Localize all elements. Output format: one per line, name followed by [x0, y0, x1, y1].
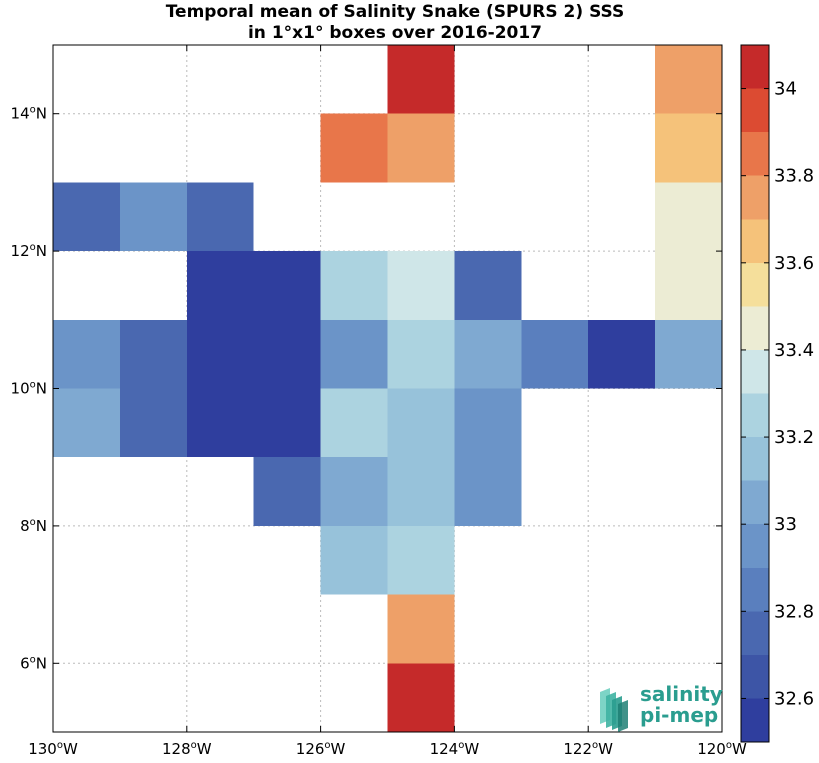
salinity-cell [387, 45, 455, 114]
colorbar-tick-label: 33.2 [774, 427, 814, 448]
colorbar-tick-label: 32.6 [774, 688, 814, 709]
salinity-cell [655, 182, 722, 252]
colorbar-swatch [741, 524, 769, 568]
logo-text-line-1: salinity [640, 682, 723, 706]
salinity-cell [387, 251, 455, 320]
salinity-cell [253, 251, 321, 320]
salinity-cell [53, 319, 120, 389]
salinity-cell [253, 388, 321, 458]
y-tick-label: 12oN [11, 242, 47, 260]
colorbar-swatch [741, 480, 769, 525]
salinity-cells [53, 45, 722, 732]
y-axis-ticks: 6oN 8oN 10oN 12oN 14oN [11, 105, 722, 672]
chart-title-line-2: in 1°x1° boxes over 2016-2017 [247, 23, 543, 43]
salinity-cell [53, 182, 120, 252]
colorbar-swatch [741, 306, 769, 350]
salinity-cell [454, 388, 522, 458]
salinity-cell [253, 319, 321, 389]
x-tick-label: 124oW [430, 740, 480, 758]
salinity-cell [186, 319, 254, 389]
salinity-cell [655, 113, 722, 183]
salinity-cell [454, 319, 522, 389]
x-tick-label: 126oW [296, 740, 346, 758]
salinity-cell [588, 319, 656, 389]
salinity-cell [320, 388, 388, 458]
salinity-cell [119, 388, 187, 458]
salinity-cell [387, 319, 455, 389]
colorbar-swatch [741, 437, 769, 481]
colorbar-swatch [741, 393, 769, 438]
colorbar-swatch [741, 611, 769, 655]
y-tick-label: 6oN [20, 654, 47, 672]
salinity-cell [454, 251, 522, 320]
salinity-cell [186, 251, 254, 320]
colorbar-swatch [741, 132, 769, 176]
logo-text-line-2: pi-mep [640, 703, 719, 727]
salinity-cell [320, 457, 388, 526]
salinity-cell [253, 457, 321, 526]
salinity-cell [454, 457, 522, 526]
salinity-cell [320, 319, 388, 389]
y-tick-label: 14oN [11, 105, 47, 123]
colorbar-swatch [741, 349, 769, 394]
colorbar-swatch [741, 698, 769, 742]
salinity-cell [186, 388, 254, 458]
salinity-cell [119, 319, 187, 389]
y-tick-label: 10oN [11, 380, 47, 398]
salinity-cell [53, 388, 120, 458]
colorbar-swatch [741, 88, 769, 133]
salinity-cell [387, 388, 455, 458]
chart-title: Temporal mean of Salinity Snake (SPURS 2… [0, 2, 790, 44]
colorbar-tick-label: 33.8 [774, 166, 814, 187]
colorbar-swatch [741, 45, 769, 89]
colorbar-swatch [741, 219, 769, 263]
colorbar-swatch [741, 567, 769, 612]
colorbar-tick-label: 33.6 [774, 253, 814, 274]
y-tick-label: 8oN [20, 517, 47, 535]
salinity-cell [320, 251, 388, 320]
colorbar: 32.6 32.8 33 33.2 33.4 33.6 33.8 34 [740, 44, 814, 743]
x-tick-label: 122oW [563, 740, 613, 758]
salinity-cell [521, 319, 589, 389]
salinity-cell [119, 182, 187, 252]
x-tick-label: 120oW [697, 740, 747, 758]
colorbar-swatch [741, 175, 769, 220]
salinity-cell [320, 525, 388, 595]
wave-logo-icon [600, 688, 628, 732]
colorbar-tick-label: 33.4 [774, 340, 814, 361]
salinity-cell [387, 113, 455, 183]
logo-text: salinity pi-mep [640, 684, 723, 726]
salinity-cell [320, 113, 388, 183]
colorbar-swatch [741, 262, 769, 307]
salinity-cell [655, 45, 722, 114]
x-axis-ticks: 130oW 128oW 126oW 124oW 122oW 120oW [28, 45, 747, 758]
salinity-cell [387, 594, 455, 664]
salinity-cell [387, 457, 455, 526]
salinity-cell [387, 663, 455, 732]
colorbar-tick-label: 34 [774, 79, 797, 100]
x-tick-label: 128oW [162, 740, 212, 758]
colorbar-tick-label: 32.8 [774, 601, 814, 622]
x-tick-label: 130oW [28, 740, 78, 758]
salinity-cell [655, 251, 722, 320]
salinity-cell [655, 319, 722, 389]
colorbar-swatch [741, 654, 769, 699]
salinity-cell [387, 525, 455, 595]
colorbar-frame [740, 44, 770, 743]
colorbar-tick-label: 33 [774, 514, 797, 535]
salinity-pi-mep-logo: salinity pi-mep [596, 684, 726, 732]
chart-title-line-1: Temporal mean of Salinity Snake (SPURS 2… [165, 2, 625, 22]
salinity-cell [186, 182, 254, 252]
